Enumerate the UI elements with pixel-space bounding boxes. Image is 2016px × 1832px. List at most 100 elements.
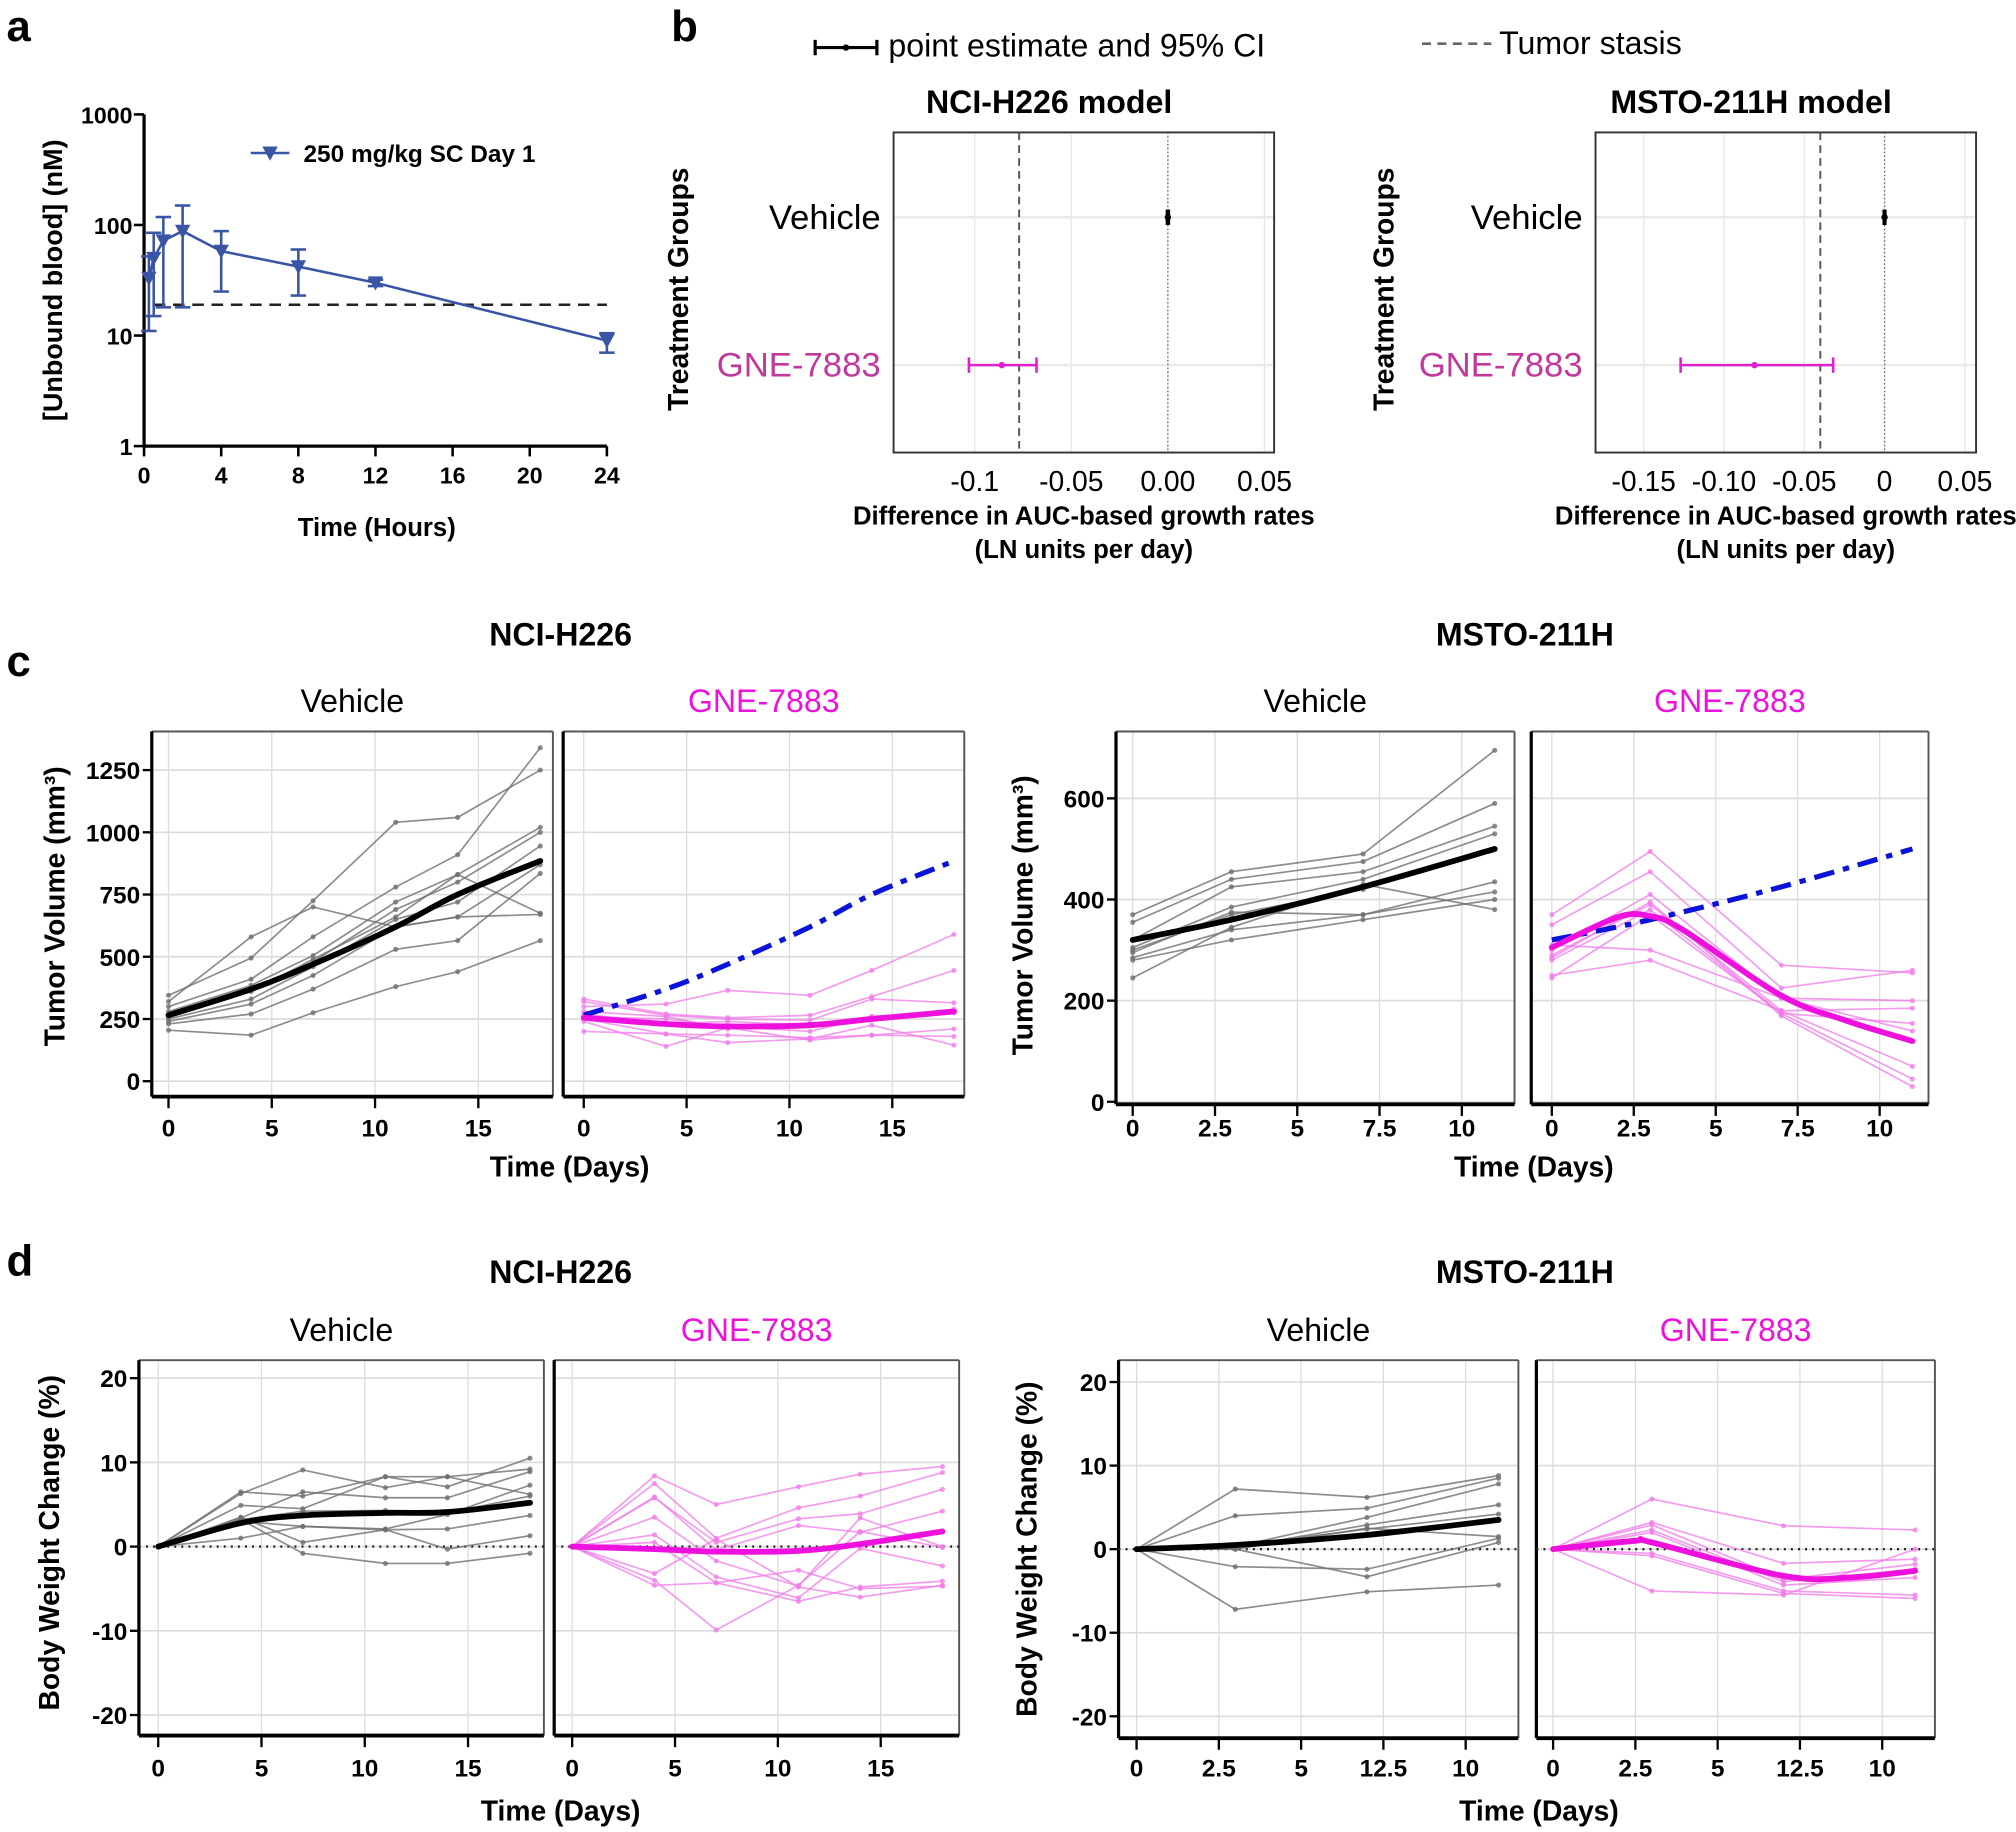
individual-series xyxy=(571,1538,943,1598)
individual-point xyxy=(651,1582,658,1588)
x-tick-label: 5 xyxy=(1294,1756,1308,1783)
pk-data-point xyxy=(213,244,229,259)
individual-series xyxy=(571,1545,943,1590)
individual-point xyxy=(1909,1020,1916,1026)
individual-point xyxy=(581,998,587,1005)
individual-point xyxy=(1130,912,1136,918)
individual-point xyxy=(1364,1574,1370,1580)
facet-gne-7883: GNE-7883 0 2.5 5 7.5 10 xyxy=(1529,683,1930,1142)
individual-point xyxy=(725,1040,731,1046)
individual-point xyxy=(713,1536,719,1542)
individual-point xyxy=(807,1036,813,1042)
individual-point xyxy=(300,1493,306,1499)
individual-series xyxy=(571,1516,943,1588)
facet-title: Vehicle xyxy=(1267,1312,1371,1348)
individual-point xyxy=(1778,1013,1784,1019)
individual-point xyxy=(393,906,399,913)
x-tick-label: 10 xyxy=(764,1756,791,1783)
individual-series xyxy=(1132,749,1496,916)
individual-point xyxy=(310,952,316,959)
individual-point xyxy=(725,1032,731,1038)
individual-series xyxy=(157,1475,531,1548)
y-tick-label: 0 xyxy=(1093,1537,1107,1564)
individual-point xyxy=(310,986,316,992)
x-tick-label: 15 xyxy=(867,1756,894,1783)
individual-series xyxy=(168,863,541,1023)
individual-point xyxy=(165,992,172,998)
x-axis-title: (LN units per day) xyxy=(975,536,1194,564)
x-tick-label: 7.5 xyxy=(1781,1115,1815,1142)
group-label: GNE-7883 xyxy=(717,347,881,385)
individual-point xyxy=(939,1578,946,1584)
individual-point xyxy=(537,843,543,849)
individual-point xyxy=(1492,823,1498,829)
individual-point xyxy=(248,934,254,940)
point-estimate xyxy=(1164,214,1172,221)
x-tick-label: 20 xyxy=(517,462,543,488)
individual-point xyxy=(1647,947,1653,953)
individual-series xyxy=(1136,1477,1499,1550)
individual-series xyxy=(583,933,955,1008)
individual-point xyxy=(444,1474,450,1480)
individual-point xyxy=(248,955,254,961)
x-tick-label: -0.05 xyxy=(1039,465,1103,497)
point-estimate xyxy=(1751,361,1758,369)
x-tick-label: 5 xyxy=(680,1115,694,1142)
y-tick-label: 100 xyxy=(94,213,133,239)
x-tick-label: 15 xyxy=(465,1115,492,1142)
y-tick-label: 1250 xyxy=(86,758,140,785)
individual-point xyxy=(165,998,172,1005)
facet-vehicle: Vehicle 0 2.5 5 12.5 10 -20 -10 0 10 20 xyxy=(1072,1312,1520,1783)
y-tick-label: -20 xyxy=(92,1703,127,1730)
x-tick-label: 5 xyxy=(668,1756,682,1783)
y-tick-label: 200 xyxy=(1064,989,1105,1016)
x-tick-label: 0.00 xyxy=(1140,465,1195,497)
y-tick-label: -20 xyxy=(1072,1704,1107,1731)
individual-point xyxy=(455,899,461,905)
individual-point xyxy=(713,1501,719,1508)
individual-point xyxy=(951,1042,957,1048)
individual-point xyxy=(1228,876,1235,882)
individual-point xyxy=(1492,800,1498,806)
individual-point xyxy=(1364,1505,1370,1511)
individual-point xyxy=(1909,967,1916,973)
individual-point xyxy=(1649,1522,1655,1528)
individual-point xyxy=(1364,1525,1370,1531)
pk-data-point xyxy=(367,276,384,291)
individual-series xyxy=(168,939,541,1037)
facet-gne-7883: GNE-7883 0 5 10 15 xyxy=(552,1312,961,1783)
vehicle-reference-curve xyxy=(582,858,955,1018)
individual-point xyxy=(1649,1529,1655,1536)
individual-animal-line xyxy=(165,870,543,1027)
individual-point xyxy=(310,972,316,978)
individual-series xyxy=(1552,1548,1916,1596)
individual-point xyxy=(393,884,399,890)
individual-point xyxy=(713,1580,719,1586)
individual-point xyxy=(1912,1575,1918,1581)
individual-point xyxy=(1496,1535,1502,1541)
x-tick-label: 15 xyxy=(879,1115,906,1142)
individual-point xyxy=(393,946,399,952)
x-tick-label: 4 xyxy=(215,462,228,488)
y-axis-title: [Unbound blood] (nM) xyxy=(38,139,68,421)
individual-point xyxy=(663,1013,669,1020)
individual-series xyxy=(583,1018,955,1039)
point-estimate xyxy=(998,361,1005,369)
individual-point xyxy=(238,1490,244,1497)
individual-point xyxy=(1228,869,1235,875)
individual-point xyxy=(1909,998,1916,1004)
individual-point xyxy=(1649,1553,1655,1559)
individual-point xyxy=(807,992,813,998)
x-tick-label: -0.05 xyxy=(1772,465,1836,497)
individual-point xyxy=(1228,904,1235,910)
x-axis-title: (LN units per day) xyxy=(1677,536,1896,564)
individual-point xyxy=(527,1493,533,1499)
individual-point xyxy=(1364,1494,1370,1500)
individual-animal-line xyxy=(1549,912,1916,1082)
chart-d-msto: MSTO-211H Time (Days) Body Weight Change (… xyxy=(1010,1254,1936,1826)
x-tick-label: 10 xyxy=(1448,1115,1475,1142)
individual-point xyxy=(951,967,957,974)
y-tick-label: 0 xyxy=(114,1535,128,1562)
legend-b: point estimate and 95% CI Tumor stasis xyxy=(813,25,1682,64)
x-tick-label: 5 xyxy=(1290,1115,1304,1142)
